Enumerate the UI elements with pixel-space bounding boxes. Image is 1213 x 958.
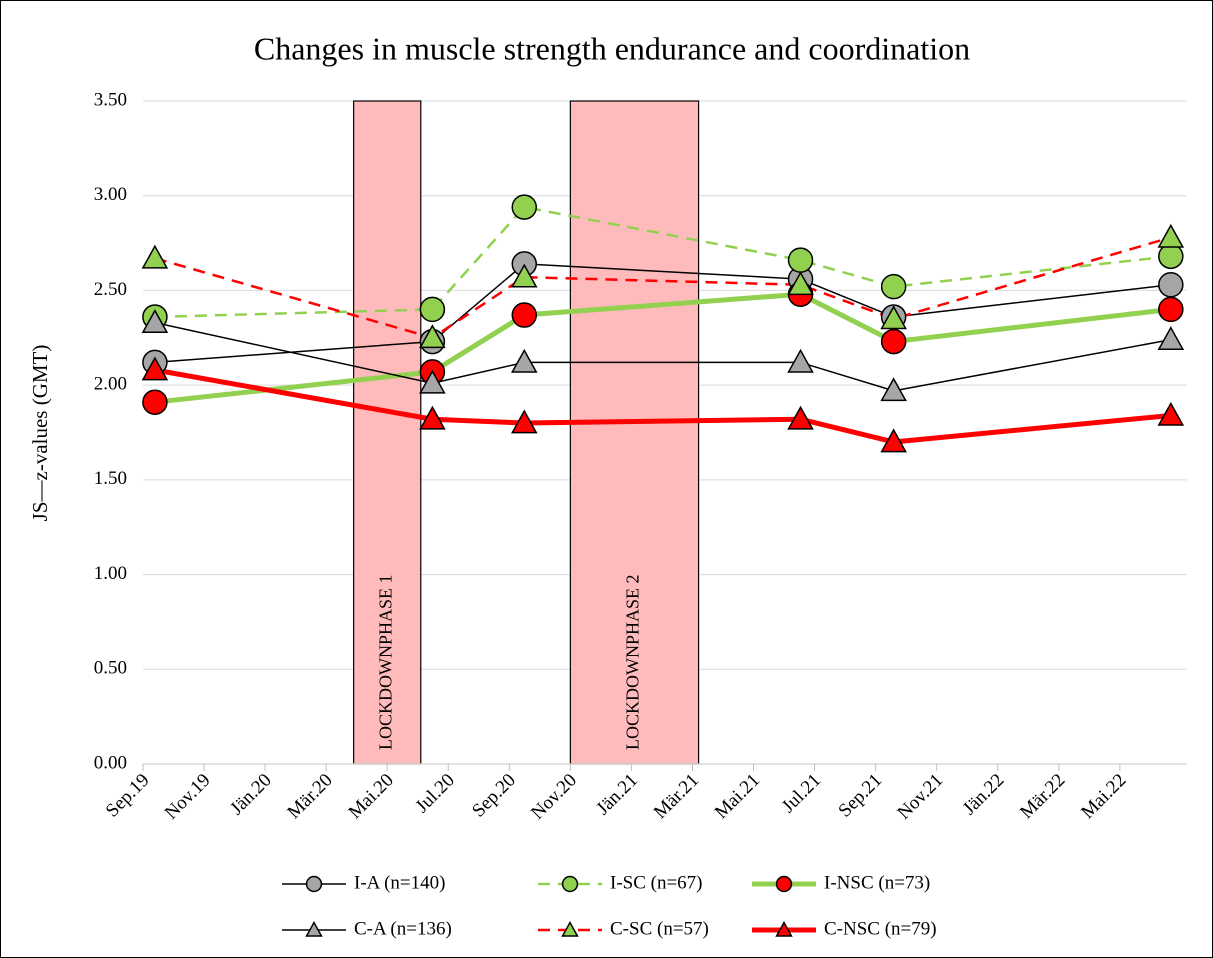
series-line: [154, 291, 1172, 405]
legend-marker: [561, 875, 579, 893]
marker: [510, 263, 538, 288]
marker: [511, 302, 538, 328]
legend-marker: [775, 875, 793, 893]
marker: [787, 271, 814, 296]
y-tick-label: 2.50: [94, 279, 127, 300]
lockdown-label: LOCKDOWNPHASE 1: [375, 575, 395, 751]
marker: [419, 296, 446, 323]
lockdown-label: LOCKDOWNPHASE 2: [623, 575, 643, 751]
legend-label: I-A (n=140): [354, 872, 445, 893]
legend-marker: [561, 921, 579, 937]
marker: [1158, 271, 1184, 298]
marker: [1157, 326, 1185, 351]
marker: [880, 273, 907, 300]
marker: [880, 305, 907, 330]
series-line: [154, 321, 1171, 392]
series-line: [154, 367, 1172, 445]
marker: [880, 428, 907, 453]
marker: [787, 348, 814, 373]
marker: [511, 194, 538, 220]
legend-label: I-SC (n=67): [610, 872, 703, 893]
lockdown-region: [569, 100, 700, 765]
y-tick-label: 0.50: [94, 658, 127, 679]
y-tick-label: 3.00: [94, 184, 127, 205]
series-line: [154, 236, 1172, 340]
legend-label: I-NSC (n=73): [824, 872, 930, 893]
marker: [510, 409, 538, 434]
y-tick-label: 3.50: [94, 89, 127, 110]
marker: [142, 389, 168, 415]
legend-label: C-A (n=136): [354, 918, 452, 939]
marker: [510, 348, 538, 373]
marker: [1157, 401, 1185, 426]
marker: [787, 405, 814, 430]
marker: [141, 356, 169, 381]
marker: [880, 328, 907, 355]
y-tick-label: 0.00: [94, 752, 127, 773]
chart-title: Changes in muscle strength endurance and…: [254, 30, 970, 66]
legend-marker: [775, 921, 793, 937]
marker: [1157, 223, 1185, 248]
legend-marker: [305, 921, 323, 937]
lockdown-region: [353, 100, 422, 765]
y-tick-label: 1.00: [94, 563, 127, 584]
series-line: [154, 263, 1171, 364]
legend-marker: [305, 875, 323, 893]
y-tick-label: 2.00: [94, 374, 127, 395]
y-tick-label: 1.50: [94, 468, 127, 489]
legend-label: C-SC (n=57): [610, 918, 709, 939]
marker: [1158, 296, 1184, 323]
marker: [141, 309, 169, 333]
marker: [1158, 243, 1184, 270]
legend-label: C-NSC (n=79): [824, 918, 937, 939]
marker: [880, 377, 907, 402]
marker: [419, 369, 446, 394]
marker: [787, 247, 814, 273]
series-line: [154, 205, 1171, 319]
marker: [419, 324, 446, 349]
marker: [141, 244, 169, 269]
marker: [419, 405, 446, 430]
y-axis-label: JS—z-values (GMT): [28, 345, 52, 522]
